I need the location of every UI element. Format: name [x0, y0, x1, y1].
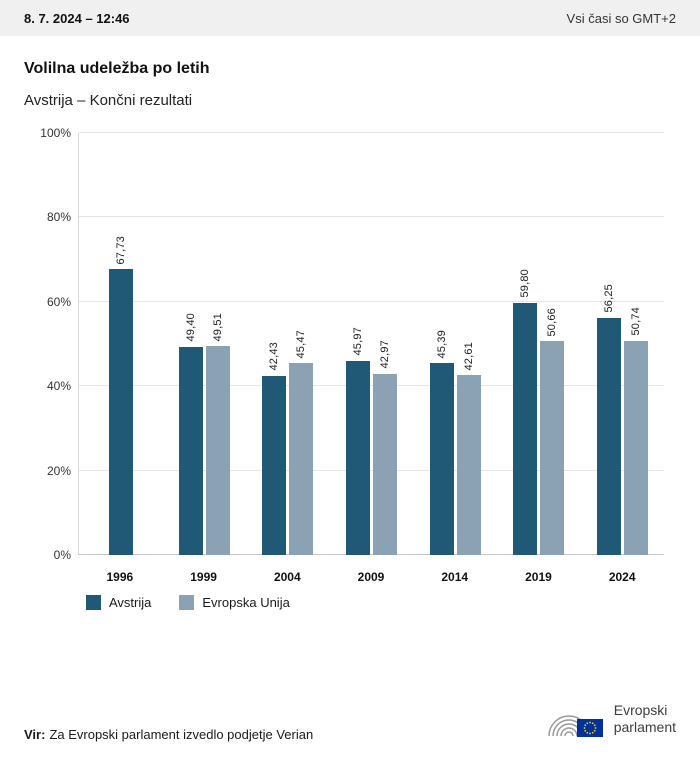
chart-legend: Avstrija Evropska Unija: [86, 595, 676, 610]
x-axis-tick: 1996: [106, 570, 134, 584]
bar-value-label: 45,97: [352, 327, 365, 357]
bar-value-label: 45,39: [435, 329, 448, 359]
legend-label: Avstrija: [109, 595, 152, 610]
x-axis-tick: 2024: [608, 570, 636, 584]
timezone-label: Vsi časi so GMT+2: [566, 10, 676, 26]
bar-value-label: 42,43: [268, 342, 281, 371]
bar-value-label: 49,51: [211, 312, 224, 342]
legend-swatch: [179, 595, 195, 610]
bar-value-label-wrap: 45,97: [346, 327, 370, 361]
bar-value-label-wrap: 56,25: [597, 284, 621, 318]
gridline: [79, 132, 664, 133]
gridline: [79, 469, 664, 471]
y-axis-tick: 80%: [46, 210, 71, 225]
parliament-hemicycle-icon: [547, 715, 603, 737]
bar: 45,47: [289, 330, 314, 555]
legend-label: Evropska Unija: [202, 595, 290, 610]
gridline: [79, 216, 664, 218]
x-axis-tick: 2014: [441, 570, 469, 584]
bar: 42,43: [262, 342, 287, 555]
bar-value-label-wrap: 50,66: [540, 308, 564, 342]
bar-group-2004: 42,43 45,47: [246, 133, 330, 555]
source-text: Za Evropski parlament izvedlo podjetje V…: [49, 727, 314, 742]
bar-value-label: 42,97: [379, 340, 392, 369]
bar-value-label: 45,47: [295, 329, 308, 359]
bar-groups: 67,73 49,40 49,51 42,43 45,47 45,97 42,97 45,39…: [79, 133, 664, 555]
bar-value-label-wrap: 49,51: [206, 313, 230, 347]
bar: 45,39: [429, 330, 454, 555]
footer: Vir: Za Evropski parlament izvedlo podjet…: [0, 696, 700, 760]
gridline: [79, 385, 664, 387]
legend-item: Avstrija: [86, 595, 151, 610]
european-parliament-logo: Evropski parlament: [543, 696, 676, 742]
bar-value-label: 50,66: [546, 307, 559, 337]
gridline: [79, 300, 664, 302]
bar-chart: 67,73 49,40 49,51 42,43 45,47 45,97 42,97 45,39…: [24, 117, 676, 585]
x-axis-tick: 1999: [190, 570, 217, 584]
bar: 42,61: [456, 342, 481, 555]
y-axis-tick: 0%: [53, 548, 71, 562]
bar-value-label-wrap: 42,61: [457, 342, 481, 376]
bar-value-label-wrap: 50,74: [624, 307, 648, 341]
x-axis-labels: 1996 1999 2004 2009 2014 2019 2024: [78, 561, 664, 585]
bar: 67,73: [108, 236, 133, 555]
source-label: Vir:: [24, 727, 46, 742]
bar-group-1999: 49,40 49,51: [163, 133, 247, 555]
bar: 45,97: [346, 327, 371, 555]
logo-text-line1: Evropski: [613, 702, 668, 719]
gridline: [79, 554, 664, 555]
bar: 49,51: [205, 313, 230, 555]
bar-value-label: 67,73: [114, 235, 127, 265]
bar-value-label-wrap: 45,39: [430, 330, 454, 364]
chart-subtitle: Avstrija – Končni rezultati: [24, 92, 193, 109]
bar-value-label-wrap: 49,40: [179, 313, 203, 347]
y-axis-tick: 20%: [46, 463, 71, 478]
bar-value-label-wrap: 67,73: [109, 236, 133, 270]
bar-group-2014: 45,39 42,61: [413, 133, 497, 555]
bar-value-label: 49,40: [184, 313, 197, 342]
bar: 56,25: [596, 284, 621, 555]
main-content: Volilna udeležba po letih Avstrija – Kon…: [0, 36, 700, 696]
legend-swatch: [86, 595, 101, 610]
bar: 42,97: [373, 340, 398, 555]
logo-text: Evropski parlament: [614, 702, 676, 735]
bar: 59,80: [513, 269, 538, 555]
bar-value-label-wrap: 42,43: [262, 342, 286, 376]
logo-text-line2: parlament: [613, 719, 676, 735]
bar-group-2024: 56,25 50,74: [580, 133, 664, 555]
y-axis-tick: 100%: [40, 126, 71, 140]
page-title: Volilna udeležba po letih: [24, 60, 210, 77]
bar: 50,66: [540, 308, 565, 555]
legend-item: Evropska Unija: [179, 595, 290, 610]
bar-value-label-wrap: 42,97: [373, 340, 397, 374]
bar-group-2019: 59,80 50,66: [497, 133, 581, 555]
eu-flag-icon: [576, 719, 603, 737]
datetime-label: 8. 7. 2024 – 12:46: [24, 10, 130, 26]
source-note: Vir: Za Evropski parlament izvedlo podjet…: [24, 727, 313, 742]
header-bar: 8. 7. 2024 – 12:46 Vsi časi so GMT+2: [0, 0, 700, 36]
x-axis-tick: 2004: [273, 570, 301, 584]
x-axis-tick: 2009: [357, 570, 385, 584]
bar: 49,40: [178, 313, 203, 555]
bar-group-2009: 45,97 42,97: [330, 133, 414, 555]
bar-value-label: 59,80: [519, 269, 532, 298]
plot-area: 67,73 49,40 49,51 42,43 45,47 45,97 42,97 45,39…: [40, 127, 664, 561]
bar-value-label: 42,61: [462, 341, 475, 371]
bar-value-label-wrap: 59,80: [513, 269, 537, 303]
y-axis-tick: 40%: [46, 379, 71, 394]
bar-group-1996: 67,73: [79, 133, 163, 555]
y-axis-tick: 60%: [46, 294, 71, 309]
bar-value-label: 56,25: [602, 284, 615, 313]
bar: 50,74: [623, 307, 648, 555]
bar-value-label: 50,74: [629, 307, 642, 336]
bar-value-label-wrap: 45,47: [289, 330, 313, 364]
x-axis-tick: 2019: [525, 570, 552, 584]
